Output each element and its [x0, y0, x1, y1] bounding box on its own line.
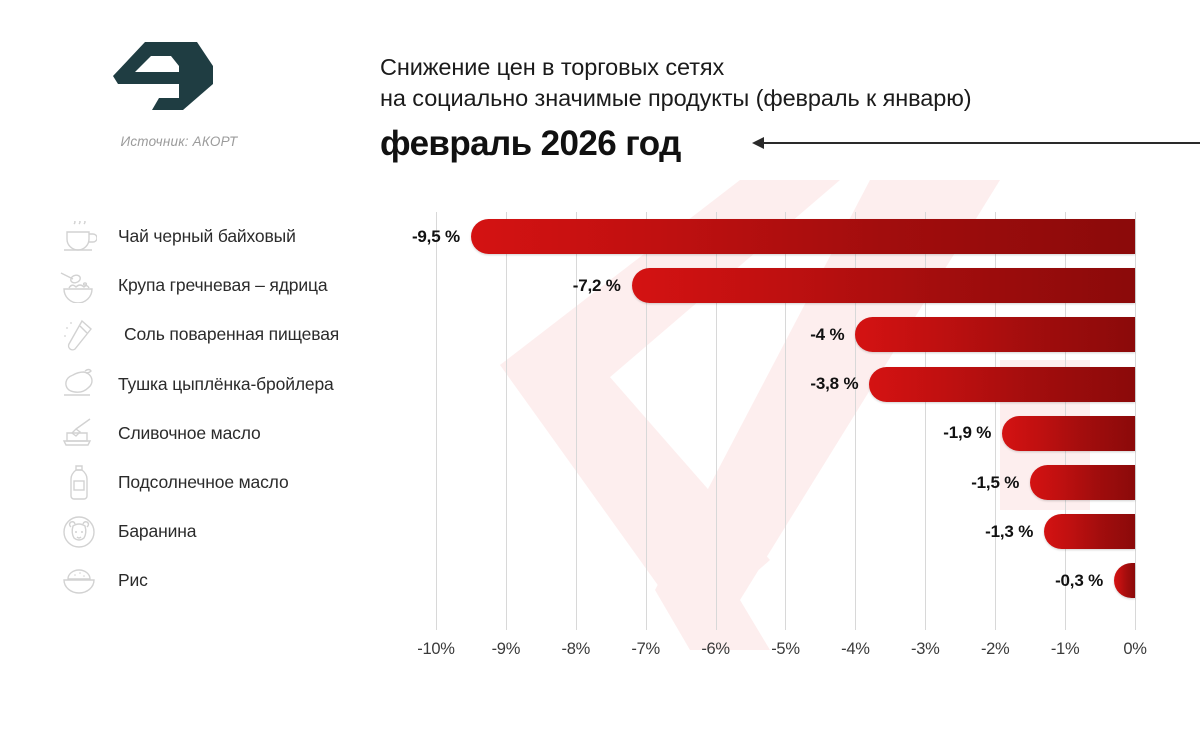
gridline: [1135, 212, 1136, 630]
bar-value-label: -3,8 %: [810, 374, 859, 394]
bar-row: -1,5 %: [401, 458, 1135, 507]
bar-value-label: -4 %: [810, 324, 845, 344]
brand-block: Источник: АКОРТ: [60, 38, 290, 163]
bar-value-label: -1,9 %: [943, 423, 992, 443]
bar-row: -9,5 %: [401, 212, 1135, 261]
bar-row: -4 %: [401, 310, 1135, 359]
list-item: Рис: [56, 556, 416, 605]
x-axis-tick-label: -7%: [631, 640, 660, 658]
bar-chart-plot: -9,5 % -7,2 % -4 % -3,8 % -1,9 % -1,5 % -1,3 %…: [401, 212, 1136, 630]
chart-subtitle: Снижение цен в торговых сетях на социаль…: [380, 52, 972, 114]
category-label: Чай черный байховый: [118, 226, 296, 247]
bar-value-label: -0,3 %: [1055, 570, 1104, 590]
bar-row: -3,8 %: [401, 360, 1135, 409]
bar[interactable]: [855, 317, 1135, 353]
bar[interactable]: [869, 366, 1135, 402]
list-item: Чай черный байховый: [56, 212, 416, 261]
list-item: Подсолнечное масло: [56, 458, 416, 507]
bar[interactable]: [1114, 563, 1135, 599]
x-axis-tick-label: -5%: [771, 640, 800, 658]
category-label: Рис: [118, 570, 148, 591]
chicken-icon: [56, 364, 102, 404]
x-axis-tick-label: -9%: [491, 640, 521, 658]
category-label: Подсолнечное масло: [118, 472, 289, 493]
akort-logo-icon: [105, 38, 215, 118]
bar[interactable]: [1030, 465, 1135, 500]
x-axis-tick-label: -10%: [417, 640, 455, 658]
butter-icon: [56, 413, 102, 453]
x-axis-tick-label: -1%: [1050, 640, 1080, 658]
x-axis: -10% -9% -8% -7% -6% -5% -4% -3% -2% -1% 0%: [401, 640, 1147, 670]
list-item: Соль поваренная пищевая: [56, 310, 416, 359]
bar-value-label: -9,5 %: [411, 226, 460, 246]
chart-subtitle-line1: Снижение цен в торговых сетях: [380, 54, 725, 80]
x-axis-tick-label: -3%: [911, 640, 940, 658]
bar-row: -0,3 %: [401, 556, 1135, 605]
lamb-icon: [56, 512, 102, 552]
x-axis-tick-label: -8%: [561, 640, 591, 658]
salt-shaker-icon: [56, 315, 102, 355]
x-axis-tick-label: -2%: [980, 640, 1010, 658]
gridline: [435, 212, 437, 630]
left-arrow-icon: [752, 131, 1200, 155]
x-axis-tick-label: -4%: [841, 640, 870, 658]
category-label: Сливочное масло: [118, 422, 261, 443]
bar-value-label: -7,2 %: [572, 275, 621, 295]
bar-value-label: -1,5 %: [971, 472, 1020, 492]
bar[interactable]: [470, 219, 1135, 254]
category-label: Крупа гречневая – ядрица: [118, 275, 328, 296]
list-item: Баранина: [56, 507, 416, 556]
bar[interactable]: [1002, 415, 1135, 451]
rice-bowl-icon: [56, 561, 102, 601]
list-item: Сливочное масло: [56, 409, 416, 458]
x-axis-tick-label: 0%: [1123, 640, 1147, 658]
list-item: Крупа гречневая – ядрица: [56, 261, 416, 310]
bar-row: -7,2 %: [401, 261, 1135, 310]
list-item: Тушка цыплёнка-бройлера: [56, 360, 416, 409]
category-label: Соль поваренная пищевая: [124, 324, 340, 345]
category-list: Чай черный байховый Крупа гречневая – яд…: [56, 212, 416, 606]
page-title: февраль 2026 год: [380, 124, 681, 163]
bar-value-label: -1,3 %: [985, 521, 1034, 541]
chart-subtitle-line2: на социально значимые продукты (февраль …: [380, 85, 972, 111]
tea-cup-icon: [56, 217, 102, 257]
bar-row: -1,3 %: [401, 507, 1135, 556]
oil-bottle-icon: [56, 463, 102, 503]
bar[interactable]: [631, 268, 1135, 304]
bar[interactable]: [1044, 514, 1135, 550]
source-label: Источник: АКОРТ: [120, 134, 238, 149]
bar-row: -1,9 %: [401, 409, 1135, 458]
category-label: Баранина: [118, 521, 197, 542]
x-axis-tick-label: -6%: [701, 640, 730, 658]
category-label: Тушка цыплёнка-бройлера: [118, 373, 334, 394]
buckwheat-bowl-icon: [56, 266, 102, 306]
